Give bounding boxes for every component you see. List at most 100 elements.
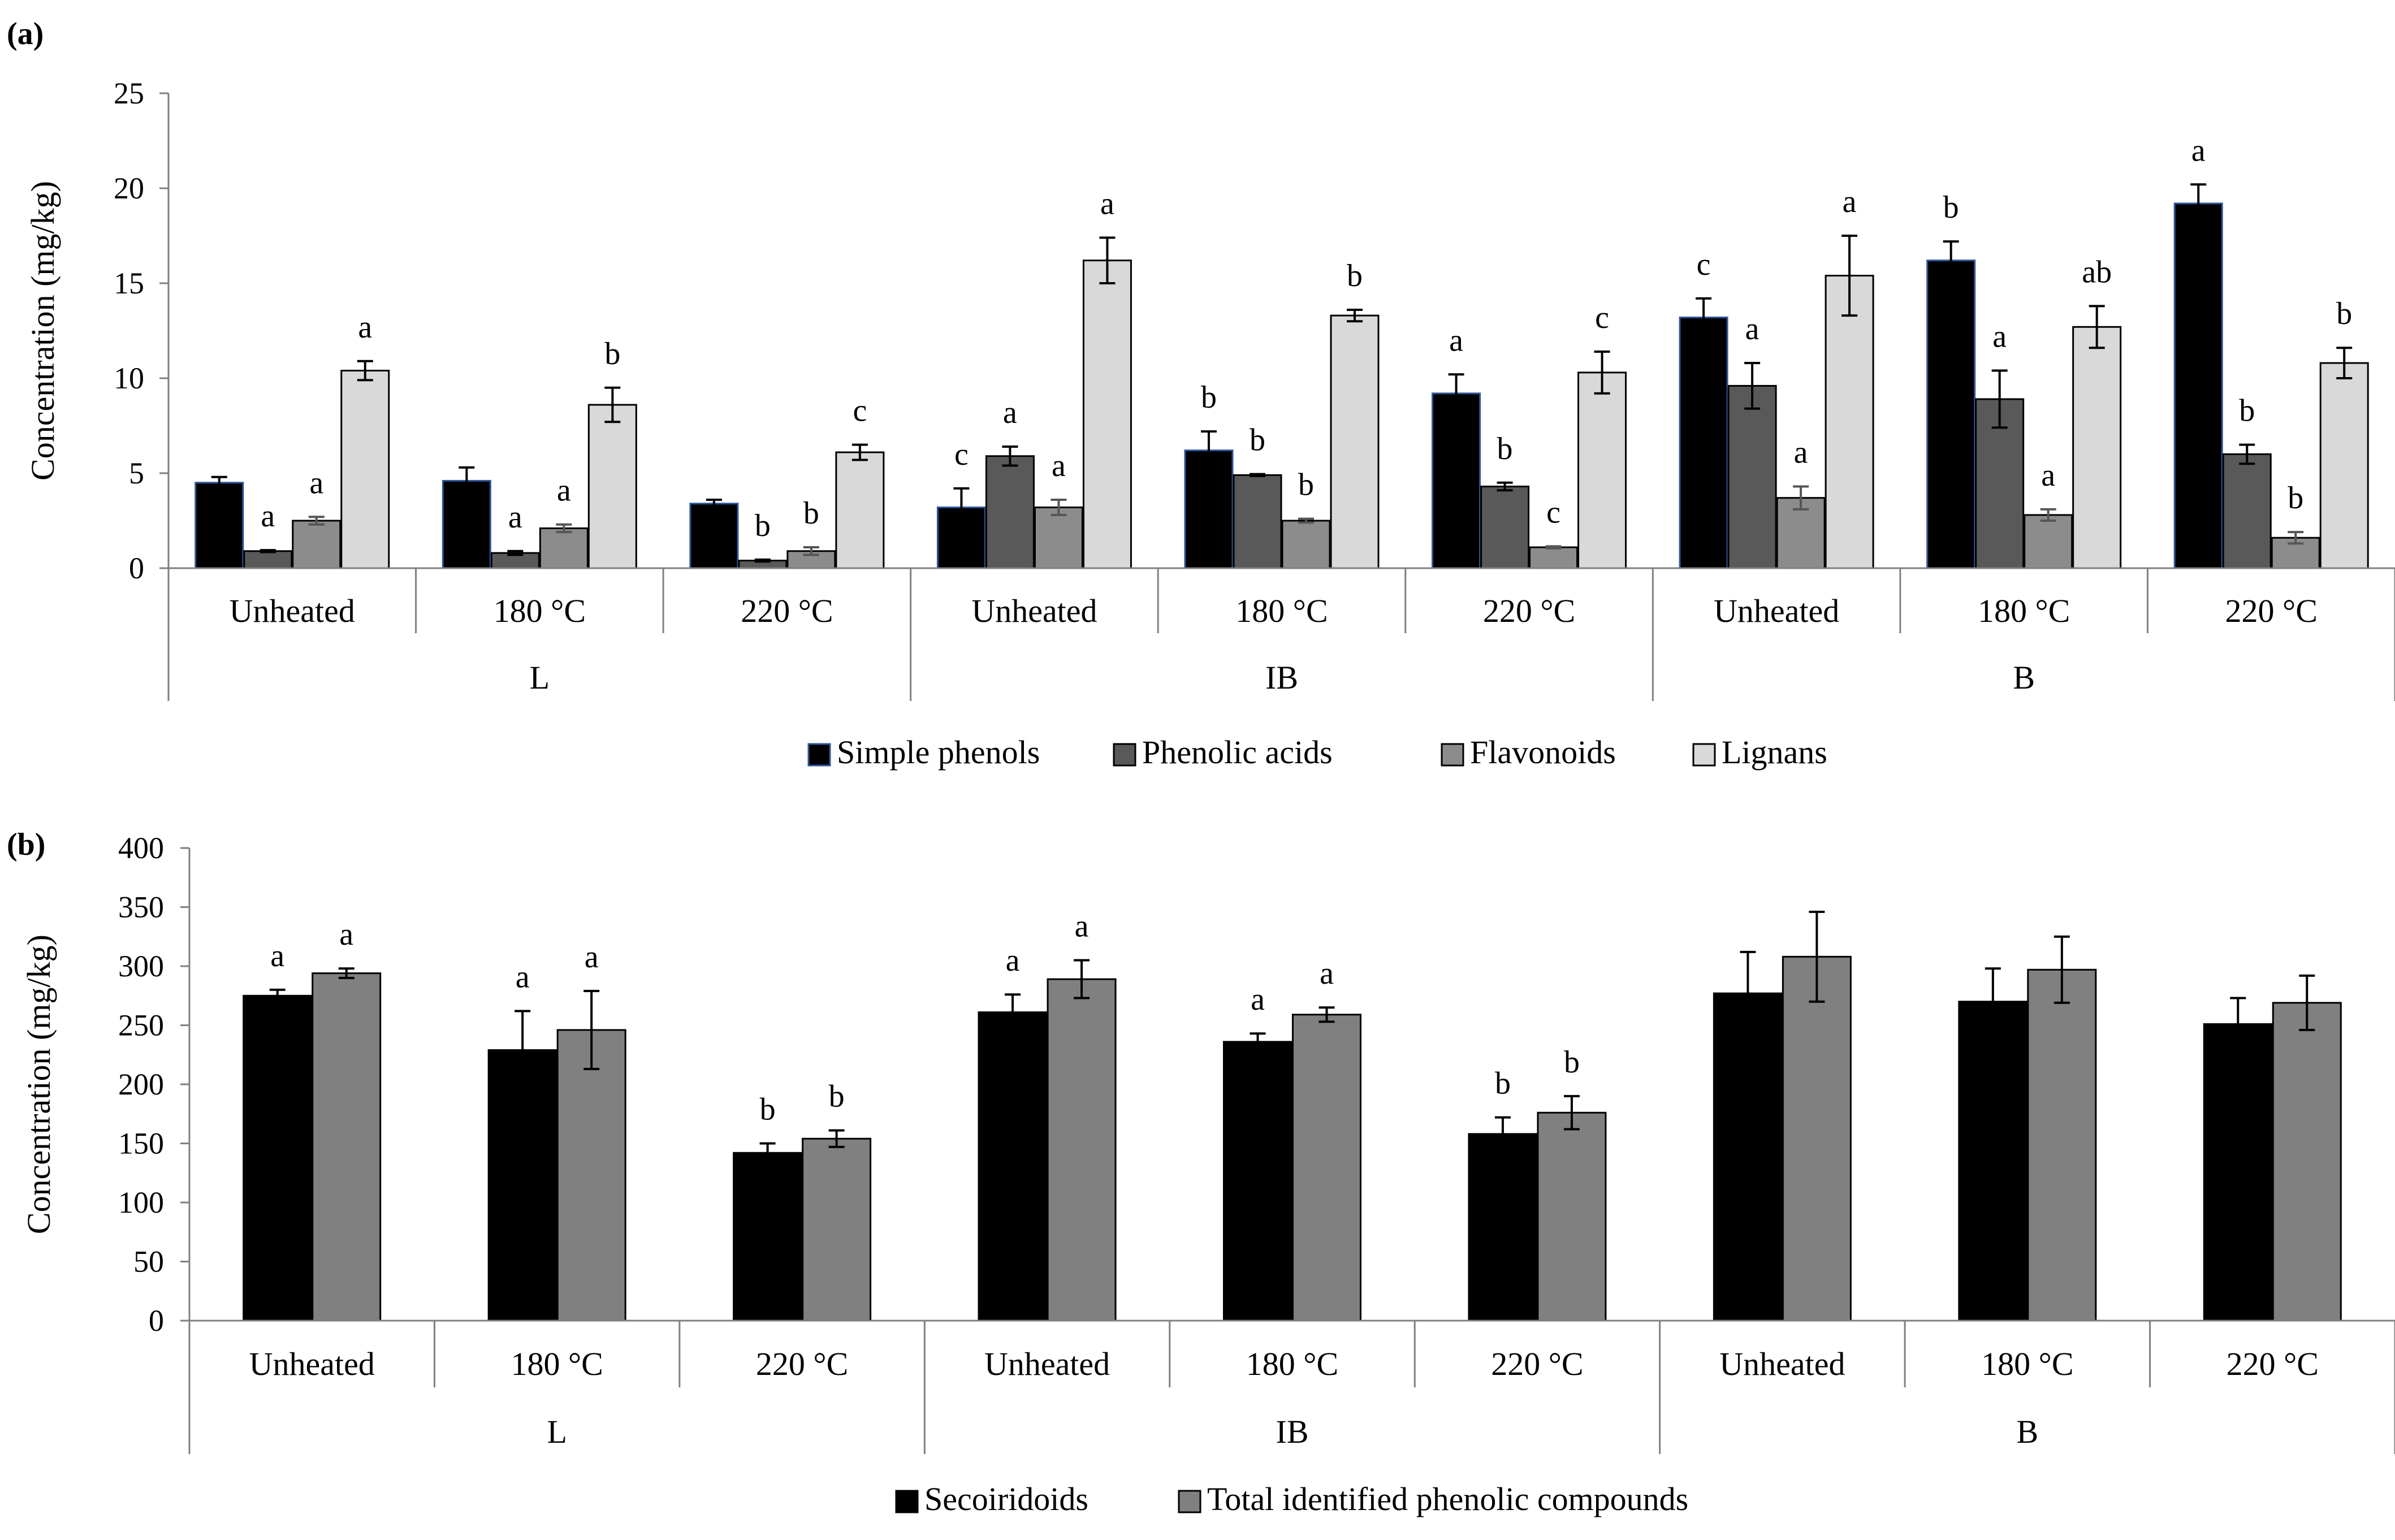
error-bar-flavonoids-4: [1050, 499, 1067, 516]
error-bar-flavonoids-1: [308, 516, 325, 526]
significance-letter: b: [1298, 468, 1314, 503]
legend-swatch-flavonoids: [1441, 743, 1464, 767]
bar-phenolic-acids-4: [985, 455, 1035, 569]
bar-lignans-4: [1082, 259, 1132, 569]
x-tick-label: 220 °C: [2227, 1346, 2319, 1382]
bar-total-identified-phenolic-compounds-1: [312, 972, 382, 1322]
significance-letter: a: [508, 500, 522, 535]
error-bar-simple-phenols-2: [459, 466, 475, 495]
x-tick-label: 220 °C: [1483, 592, 1575, 629]
error-bar-secoiridoids-1: [269, 988, 286, 1003]
legend-swatch-simple-phenols: [807, 743, 831, 767]
error-bar-lignans-1: [357, 360, 373, 382]
bar-simple-phenols-8: [1926, 259, 1976, 569]
bar-phenolic-acids-5: [1233, 474, 1282, 569]
significance-letter: b: [803, 496, 819, 531]
bar-flavonoids-8: [2024, 514, 2073, 569]
bar-simple-phenols-9: [2173, 202, 2223, 569]
error-bar-total-identified-phenolic-compounds-2: [583, 989, 600, 1070]
y-tick-label: 50: [133, 1245, 164, 1279]
error-bar-flavonoids-5: [1298, 517, 1314, 524]
significance-letter: b: [2336, 296, 2352, 331]
x-tick-label: 180 °C: [1235, 592, 1328, 629]
bar-total-identified-phenolic-compounds-6: [1537, 1111, 1607, 1322]
x-tick-label: Unheated: [1714, 592, 1839, 629]
x-tick-label: 220 °C: [2225, 592, 2318, 629]
error-bar-total-identified-phenolic-compounds-8: [2054, 935, 2070, 1004]
bar-phenolic-acids-1: [243, 550, 293, 569]
y-tick-label: 25: [114, 76, 144, 110]
error-bar-simple-phenols-4: [953, 487, 970, 528]
bar-total-identified-phenolic-compounds-2: [556, 1029, 626, 1322]
panel-b-label: (b): [7, 827, 45, 862]
bar-secoiridoids-1: [243, 994, 313, 1322]
error-bar-simple-phenols-5: [1201, 430, 1217, 471]
y-tick-label: 150: [118, 1127, 164, 1161]
significance-letter: a: [339, 917, 353, 952]
significance-letter: a: [261, 499, 275, 534]
significance-letter: b: [2288, 481, 2303, 516]
significance-letter: b: [1250, 423, 1265, 458]
y-tick-label: 20: [114, 171, 144, 205]
group-label-ib: IB: [1265, 659, 1298, 696]
y-tick-label: 0: [129, 551, 144, 585]
bar-total-identified-phenolic-compounds-5: [1292, 1014, 1361, 1322]
error-bar-lignans-9: [2336, 347, 2353, 379]
error-bar-simple-phenols-7: [1696, 297, 1712, 338]
y-tick-label: 300: [118, 949, 164, 983]
x-tick-label: 220 °C: [741, 592, 833, 629]
bar-lignans-6: [1577, 371, 1627, 569]
error-bar-phenolic-acids-5: [1250, 473, 1265, 478]
legend-swatch-lignans: [1692, 743, 1716, 767]
y-tick-label: 350: [118, 890, 164, 924]
significance-letter: a: [1100, 186, 1114, 221]
y-tick-label: 250: [118, 1009, 164, 1042]
error-bar-simple-phenols-9: [2190, 183, 2207, 224]
x-tick-label: Unheated: [984, 1346, 1110, 1382]
bar-lignans-9: [2319, 362, 2369, 569]
chart-b: 0 50 100 150 200 250 300 350 400 Concentration (m…: [20, 831, 2395, 1517]
significance-letter: c: [1546, 495, 1560, 530]
significance-letter: a: [2041, 458, 2055, 493]
error-bar-flavonoids-9: [2288, 531, 2304, 545]
error-bar-phenolic-acids-9: [2239, 443, 2255, 465]
error-bar-total-identified-phenolic-compounds-4: [1074, 959, 1090, 1000]
error-bar-lignans-3: [851, 443, 868, 461]
y-tick-label: 10: [114, 361, 144, 395]
bar-flavonoids-1: [292, 520, 341, 569]
error-bar-secoiridoids-3: [759, 1142, 776, 1163]
error-bar-simple-phenols-1: [211, 475, 227, 490]
legend-swatch-total-identified-phenolic-compounds: [1178, 1490, 1201, 1513]
significance-letter: b: [760, 1092, 776, 1127]
significance-letter: c: [1697, 247, 1711, 282]
error-bar-phenolic-acids-3: [754, 558, 771, 563]
significance-letter: b: [755, 508, 771, 543]
bar-total-identified-phenolic-compounds-8: [2027, 968, 2097, 1322]
x-tick-label: Unheated: [230, 592, 355, 629]
y-tick-label: 400: [118, 831, 164, 865]
y-tick-label: 100: [118, 1186, 164, 1219]
x-tick-label: 220 °C: [1491, 1346, 1583, 1382]
significance-letter: a: [1320, 956, 1334, 991]
bar-secoiridoids-9: [2203, 1023, 2273, 1322]
error-bar-phenolic-acids-7: [1744, 362, 1761, 410]
bar-secoiridoids-2: [487, 1049, 557, 1322]
legend-b: Secoiridoids Total identified phenolic co…: [895, 1481, 1688, 1517]
error-bar-simple-phenols-8: [1943, 240, 1959, 281]
error-bar-lignans-6: [1594, 350, 1610, 395]
error-bar-secoiridoids-2: [515, 1010, 531, 1091]
significance-letter: a: [1251, 982, 1265, 1017]
bar-flavonoids-5: [1281, 520, 1331, 569]
error-bar-lignans-7: [1841, 235, 1858, 317]
significance-letter: a: [270, 938, 284, 974]
error-bar-phenolic-acids-6: [1497, 481, 1513, 492]
group-label-l: L: [547, 1413, 567, 1450]
bar-secoiridoids-7: [1713, 992, 1783, 1322]
significance-letter: b: [829, 1079, 845, 1114]
significance-letter: b: [1943, 190, 1959, 225]
bar-phenolic-acids-7: [1727, 384, 1777, 569]
x-tick-label: 180 °C: [494, 592, 586, 629]
bar-lignans-8: [2072, 326, 2122, 569]
significance-letter: a: [1843, 184, 1857, 219]
